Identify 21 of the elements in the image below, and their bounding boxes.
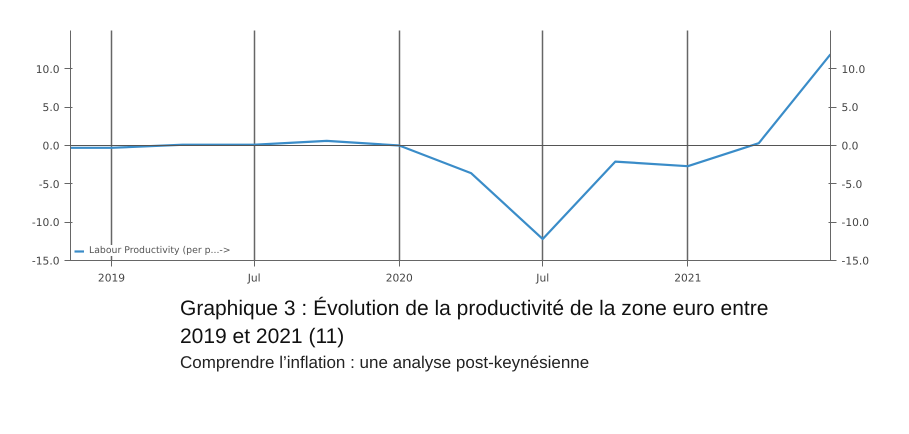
y2-tick-label: 0.0	[842, 140, 859, 152]
text: Comprendre l’inflation : une analyse post-keynésienne	[180, 352, 590, 374]
y-tick-label: -15.0	[32, 254, 60, 268]
x-tick-label: Jul	[246, 272, 261, 284]
y2-tick-label: -5.0	[842, 178, 863, 191]
y2-tick-label: -10.0	[842, 216, 870, 230]
y-tick-label: 10.0	[36, 62, 60, 76]
y-tick-label: -5.0	[38, 178, 60, 191]
line-series	[70, 53, 830, 240]
y2-tick-label: 10.0	[842, 62, 866, 76]
text: Graphique 3 : Évolution de la productivité de la zone euro entre 2019 et 2021 (11)	[180, 296, 770, 350]
y2-tick-label: 5.0	[842, 101, 859, 114]
y-tick-label: 5.0	[42, 101, 60, 114]
x-tick-label: 2021	[674, 272, 702, 284]
x-tick-label: 2019	[98, 272, 126, 284]
y2-tick-label: -15.0	[842, 254, 870, 268]
x-tick-label: 2020	[386, 272, 414, 284]
y-tick-label: -10.0	[32, 216, 60, 230]
legend-label: Labour Productivity (per p...->	[89, 245, 231, 256]
x-tick-label: Jul	[535, 272, 550, 284]
y-tick-label: 0.0	[42, 140, 60, 152]
